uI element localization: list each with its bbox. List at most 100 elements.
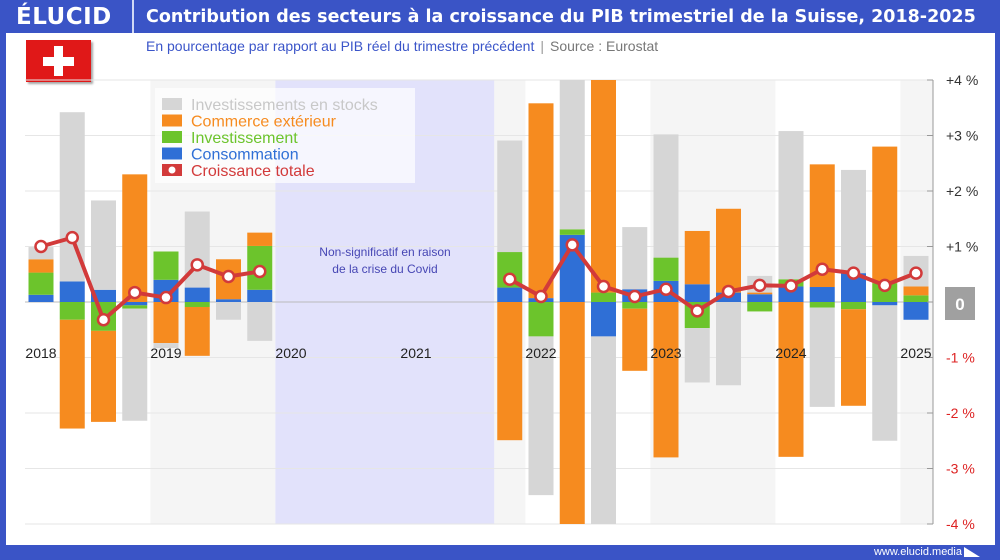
legend-label-trade: Commerce extérieur [191,114,337,131]
bar-trade-2024Q4 [872,146,898,284]
bar-investment-2019Q2 [184,302,210,307]
bar-trade-2023Q4 [747,292,773,295]
legend-box [155,88,415,183]
bar-consumption-2022Q3 [591,302,616,337]
bar-consumption-2018Q1 [28,294,54,302]
total-growth-point-2022Q2 [565,238,579,252]
bar-trade-2019Q4 [247,232,273,246]
bar-stocks-2023Q1 [653,134,679,258]
bar-stocks-2018Q4 [122,308,148,421]
bar-investment-2023Q4 [747,302,773,312]
bar-stocks-2022Q4 [622,227,648,290]
total-growth-point-2023Q3 [721,284,736,299]
total-growth-point-2021Q4 [503,272,517,286]
total-growth-line [34,230,923,327]
bar-trade-2024Q1 [778,302,804,457]
bar-stocks-2018Q2 [59,112,85,282]
total-growth-point-2024Q4 [878,278,892,293]
bar-investment-2024Q2 [809,302,835,308]
y-tick-label: +2 % [946,183,978,199]
bar-investment-2022Q1 [528,302,554,337]
legend-swatch-trade [162,114,182,127]
bar-stocks-2024Q3 [841,169,866,274]
total-growth-point-2024Q3 [846,266,861,280]
x-year-label: 2025 [900,345,931,361]
x-year-label: 2018 [25,345,56,361]
total-growth-point-2023Q4 [753,278,767,293]
bar-trade-2018Q4 [122,174,148,302]
bar-investment-2018Q2 [59,302,85,320]
bar-consumption-2019Q3 [216,299,241,302]
bar-trade-2022Q2 [559,302,585,524]
bar-stocks-2022Q1 [528,336,554,496]
bar-consumption-2024Q4 [872,302,898,306]
bar-stocks-2019Q4 [247,302,273,341]
total-growth-point-2018Q2 [65,230,79,245]
legend-swatch-consumption [162,147,182,160]
bar-consumption-2024Q2 [809,287,835,302]
x-year-label: 2021 [400,345,431,361]
total-growth-point-2018Q1 [34,239,48,254]
legend-label-stocks: Investissements en stocks [191,97,378,114]
bar-consumption-2023Q4 [747,294,773,302]
footer-url[interactable]: www.elucid.media [873,546,962,558]
y-tick-label: -4 % [946,516,975,532]
bar-trade-2025Q1 [903,286,929,296]
bar-stocks-2019Q1 [153,343,179,349]
bar-trade-2022Q1 [528,103,554,299]
bar-stocks-2022Q2 [559,80,585,230]
bar-investment-2023Q1 [653,257,679,281]
bar-investment-2025Q1 [903,295,929,302]
x-year-label: 2024 [775,345,806,361]
legend-swatch-stocks [162,98,182,110]
legend-marker-icon [168,166,176,174]
bar-trade-2018Q2 [59,319,85,429]
legend-label-total: Croissance totale [191,163,315,180]
bar-consumption-2023Q2 [684,284,710,302]
bar-investment-2018Q1 [28,272,54,295]
bar-consumption-2018Q2 [59,281,85,302]
subtitle-separator: | [540,38,544,54]
bar-trade-2024Q3 [841,309,866,406]
y-axis: +4 % +3 % +2 % +1 % 0 -1 % -2 % -3 % -4 % [927,72,978,532]
subtitle-text: En pourcentage par rapport au PIB réel d… [146,38,535,54]
total-growth-point-2019Q1 [159,290,173,305]
elucid-mark-icon [964,547,980,557]
x-year-label: 2023 [650,345,681,361]
bar-stocks-2019Q3 [216,302,241,320]
bar-consumption-2024Q1 [778,286,804,302]
total-growth-point-2023Q1 [659,282,673,296]
bar-stocks-2021Q4 [497,140,523,253]
bar-trade-2022Q4 [622,308,648,371]
y-tick-label: +1 % [946,239,978,255]
switzerland-flag-icon [26,40,91,82]
y-tick-label: +3 % [946,128,978,144]
y-tick-label: -2 % [946,405,975,421]
covid-annotation-line-2: de la crise du Covid [332,262,437,276]
total-growth-point-2018Q4 [128,285,142,300]
total-growth-point-2019Q2 [190,258,204,272]
bar-stocks-2023Q3 [716,302,741,386]
y-tick-label: 0 [955,295,964,314]
x-year-label: 2020 [275,345,306,361]
total-growth-point-2024Q1 [784,279,798,293]
bar-trade-2023Q2 [684,230,710,285]
bar-investment-2024Q3 [841,302,866,310]
total-growth-point-2022Q4 [628,289,642,304]
bar-stocks-2023Q2 [684,328,710,383]
bar-investment-2022Q3 [591,292,616,302]
total-growth-point-2022Q3 [596,279,611,294]
bar-investment-2022Q2 [559,229,585,235]
bar-trade-2019Q1 [153,302,179,344]
zero-badge [945,287,975,320]
bar-consumption-2019Q4 [247,289,273,302]
y-tick-label: +4 % [946,72,978,88]
x-year-label: 2019 [150,345,181,361]
bar-trade-2023Q1 [653,302,679,458]
legend-label-consumption: Consommation [191,147,299,164]
x-year-label: 2022 [525,345,556,361]
total-growth-point-2019Q4 [253,264,267,279]
bar-stocks-2018Q3 [91,200,116,290]
